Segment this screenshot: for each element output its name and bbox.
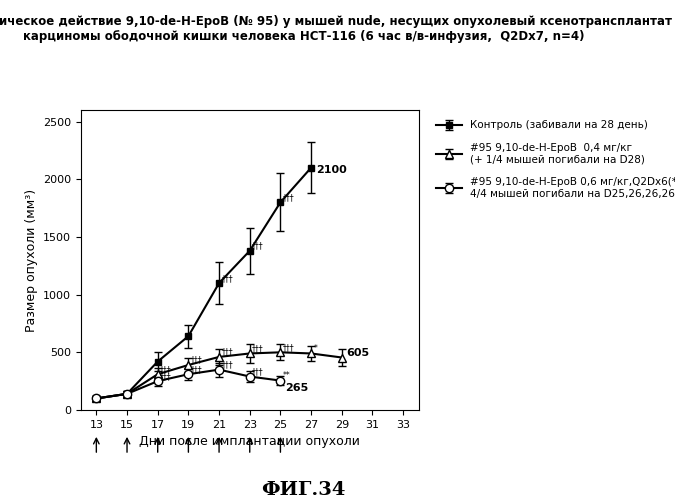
Text: Терапевтическое действие 9,10-de-H-EpoB (№ 95) у мышей nude, несущих опухолевый : Терапевтическое действие 9,10-de-H-EpoB … [0, 15, 672, 43]
Text: †††: ††† [190, 356, 202, 364]
Legend: Контроль (забивали на 28 день), #95 9,10-de-H-EpoB  0,4 мг/кг
(+ 1/4 мышей погиб: Контроль (забивали на 28 день), #95 9,10… [431, 115, 675, 204]
Text: *: * [313, 344, 317, 353]
Text: 2100: 2100 [316, 166, 346, 175]
Text: 265: 265 [285, 383, 308, 393]
Text: †††: ††† [160, 365, 171, 374]
Text: †††: ††† [221, 348, 233, 356]
Text: †††: ††† [252, 367, 264, 376]
X-axis label: Дни после имплантации опухоли: Дни после имплантации опухоли [139, 436, 360, 448]
Text: 605: 605 [346, 348, 369, 358]
Text: ФИГ.34: ФИГ.34 [261, 481, 346, 499]
Text: **: ** [283, 372, 290, 380]
Text: †††: ††† [283, 193, 294, 202]
Text: †††: ††† [160, 372, 171, 381]
Y-axis label: Размер опухоли (мм³): Размер опухоли (мм³) [24, 188, 38, 332]
Text: †††: ††† [283, 343, 294, 352]
Text: †††: ††† [221, 360, 233, 370]
Text: †††: ††† [252, 344, 264, 353]
Text: †††: ††† [221, 274, 233, 283]
Text: †††: ††† [252, 242, 264, 250]
Text: †††: ††† [190, 365, 202, 374]
